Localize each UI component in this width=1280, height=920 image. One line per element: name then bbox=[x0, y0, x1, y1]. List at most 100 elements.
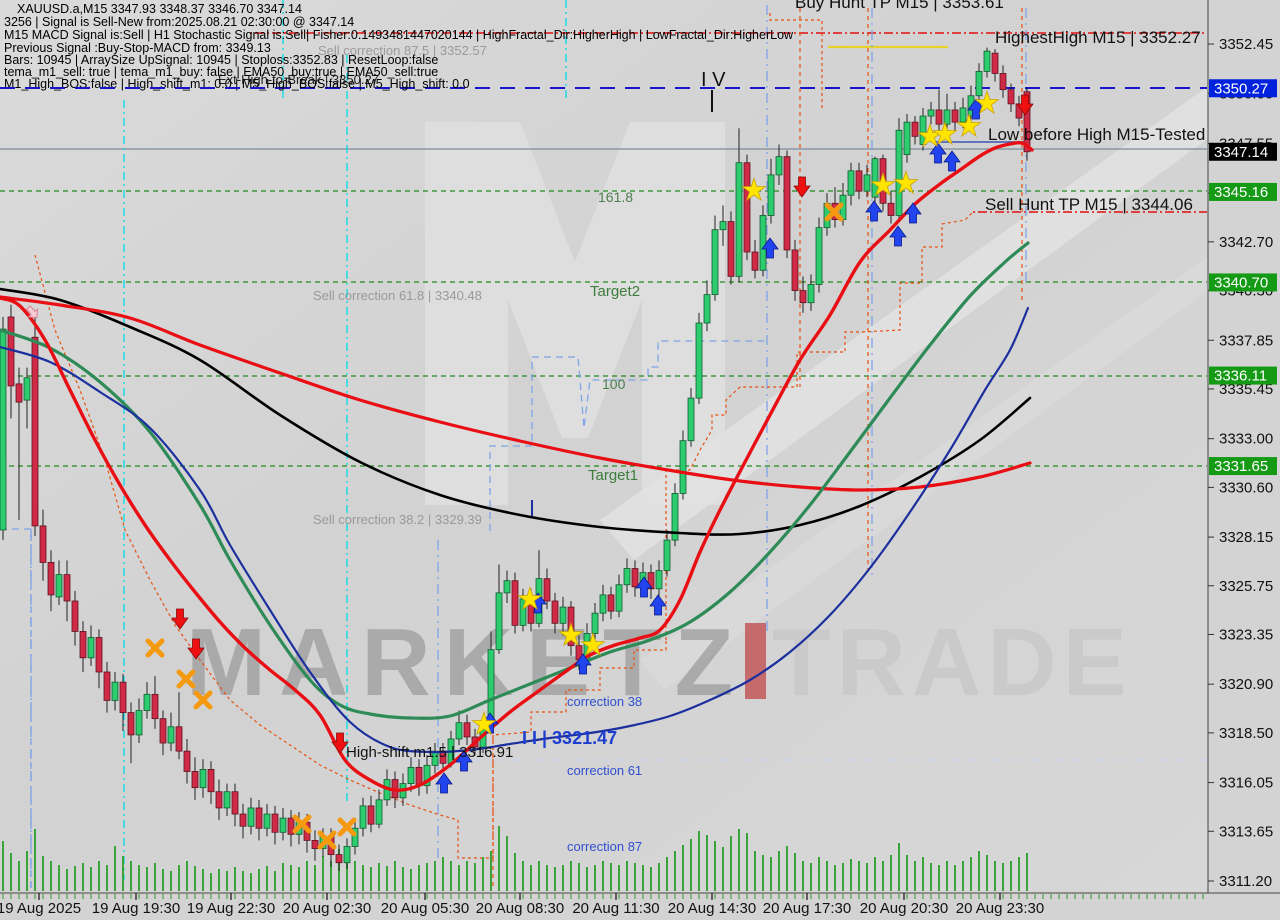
candle-body bbox=[127, 712, 135, 736]
buy-arrow-icon bbox=[865, 200, 883, 222]
price-badge bbox=[1209, 457, 1277, 476]
info-line-prev: Previous Signal :Buy-Stop-MACD from: 334… bbox=[4, 41, 271, 55]
candle-body bbox=[511, 580, 519, 626]
sell-correction-87: Sell correction 87.5 | 3352.57 bbox=[318, 43, 487, 58]
candle-body bbox=[223, 791, 231, 809]
price-tick-label: 3311.20 bbox=[1219, 873, 1272, 890]
candle-body bbox=[911, 121, 919, 137]
candle-body bbox=[63, 574, 71, 602]
time-tick-label: 19 Aug 19:30 bbox=[92, 900, 180, 917]
candle-body bbox=[759, 215, 767, 271]
sell-arrow-icon bbox=[187, 638, 205, 660]
candle-body bbox=[503, 580, 511, 594]
candle-body bbox=[631, 568, 639, 588]
fibo-100-label: 100 bbox=[602, 376, 626, 392]
watermark-text-right: TRADE bbox=[772, 609, 1133, 716]
watermark-text-left: MARKETZ bbox=[186, 609, 746, 716]
candle-body bbox=[743, 162, 751, 253]
candle-body bbox=[463, 722, 471, 738]
time-axis-background bbox=[0, 893, 1208, 920]
candle-body bbox=[791, 249, 799, 291]
price-tick-label: 3313.65 bbox=[1219, 823, 1273, 840]
candle-body bbox=[551, 600, 559, 624]
time-axis[interactable]: 19 Aug 2025 19 Aug 19:30 19 Aug 22:30 20 Au… bbox=[0, 892, 1280, 920]
candle-body bbox=[847, 170, 855, 196]
buy-arrow-icon bbox=[529, 592, 547, 614]
signal-markers-layer: ★★★★★ ★★★★★★ bbox=[25, 87, 1034, 850]
candle-body bbox=[407, 766, 415, 784]
candle-body bbox=[423, 764, 431, 787]
trail-bracket-top bbox=[769, 13, 823, 108]
candle-body bbox=[559, 606, 567, 624]
buy-arrow-icon bbox=[943, 150, 961, 172]
candle-body bbox=[207, 768, 215, 793]
candle-body bbox=[679, 440, 687, 494]
candle-body bbox=[55, 574, 63, 598]
info-line-bars: Bars: 10945 | ArraySize UpSignal: 10945 … bbox=[4, 53, 438, 67]
candle-body bbox=[343, 846, 351, 864]
price-axis[interactable]: 3352.453350.003347.553345.103342.703340.… bbox=[1207, 0, 1280, 920]
info-line-signal: 3256 | Signal is Sell-New from:2025.08.2… bbox=[4, 15, 354, 29]
cross-signal-icon bbox=[292, 814, 312, 834]
price-tick-label: 3328.15 bbox=[1219, 529, 1273, 546]
info-panel: XAUUSD.a,M15 3347.93 3348.37 3346.70 334… bbox=[4, 2, 794, 91]
candle-body bbox=[775, 156, 783, 176]
candle-body bbox=[159, 718, 167, 744]
correction-61-label: correction 61 bbox=[567, 763, 642, 778]
trail-up-3 bbox=[796, 211, 974, 387]
high-shift-label: High-shift m1.5 | 3316.91 bbox=[346, 744, 513, 761]
candle-body bbox=[935, 109, 943, 125]
candle-body bbox=[279, 817, 287, 833]
bars-count-label: I I | 3321.47 bbox=[522, 728, 617, 748]
buy-arrow-icon bbox=[481, 712, 499, 734]
price-badge-label: 3340.70 bbox=[1214, 274, 1268, 291]
sell-correction-61: Sell correction 61.8 | 3340.48 bbox=[313, 288, 482, 303]
candle-body bbox=[895, 129, 903, 216]
candle-body bbox=[71, 600, 79, 632]
candle-body bbox=[519, 598, 527, 626]
candle-body bbox=[263, 813, 271, 829]
annotations-layer: Sell correction 87.5 | 3352.57 Ext-High-t… bbox=[218, 0, 1220, 854]
candle-body bbox=[287, 817, 295, 835]
info-line-macd: M15 MACD Signal is:Sell | H1 Stochastic … bbox=[4, 28, 794, 42]
price-tick-label: 3325.75 bbox=[1219, 578, 1273, 595]
logo-band-2 bbox=[640, 252, 1214, 690]
price-badge bbox=[1209, 79, 1277, 98]
candle-body bbox=[975, 71, 983, 97]
highest-high-label: HighestHigh M15 | 3352.27 bbox=[995, 28, 1201, 47]
candle-body bbox=[807, 284, 815, 304]
candle-body bbox=[663, 539, 671, 571]
ext-high-label: Ext-High-to-Break | 3350.27 bbox=[218, 72, 379, 87]
candle-body bbox=[735, 162, 743, 277]
candle-body bbox=[351, 827, 359, 847]
pink-arrow-icon bbox=[25, 305, 39, 319]
buy-arrow-icon bbox=[904, 202, 922, 224]
level-lines-layer bbox=[0, 0, 1207, 888]
time-tick-label: 20 Aug 14:30 bbox=[668, 900, 756, 917]
candle-body bbox=[615, 584, 623, 612]
candle-body bbox=[175, 726, 183, 752]
cross-signal-icon bbox=[145, 638, 165, 658]
cross-signal-icon bbox=[337, 817, 357, 837]
candle-body bbox=[231, 791, 239, 815]
candle-body bbox=[359, 805, 367, 829]
candle-body bbox=[271, 813, 279, 833]
candle-body bbox=[1007, 89, 1015, 105]
candle-body bbox=[527, 598, 535, 624]
candle-body bbox=[311, 840, 319, 849]
candle-body bbox=[919, 115, 927, 145]
correction-87-label: correction 87 bbox=[567, 839, 642, 854]
star-signal-icon: ★ bbox=[974, 87, 1001, 120]
candle-body bbox=[655, 570, 663, 590]
cross-signal-icon bbox=[317, 830, 337, 850]
candle-body bbox=[15, 383, 23, 403]
candle-body bbox=[103, 671, 111, 701]
star-signal-icon: ★ bbox=[956, 110, 983, 143]
sell-correction-38: Sell correction 38.2 | 3329.39 bbox=[313, 512, 482, 527]
candle-body bbox=[959, 107, 967, 123]
candle-body bbox=[943, 109, 951, 125]
candle-body bbox=[79, 631, 87, 659]
sell-hunt-tp-label: Sell Hunt TP M15 | 3344.06 bbox=[985, 195, 1193, 214]
candle-body bbox=[783, 156, 791, 251]
